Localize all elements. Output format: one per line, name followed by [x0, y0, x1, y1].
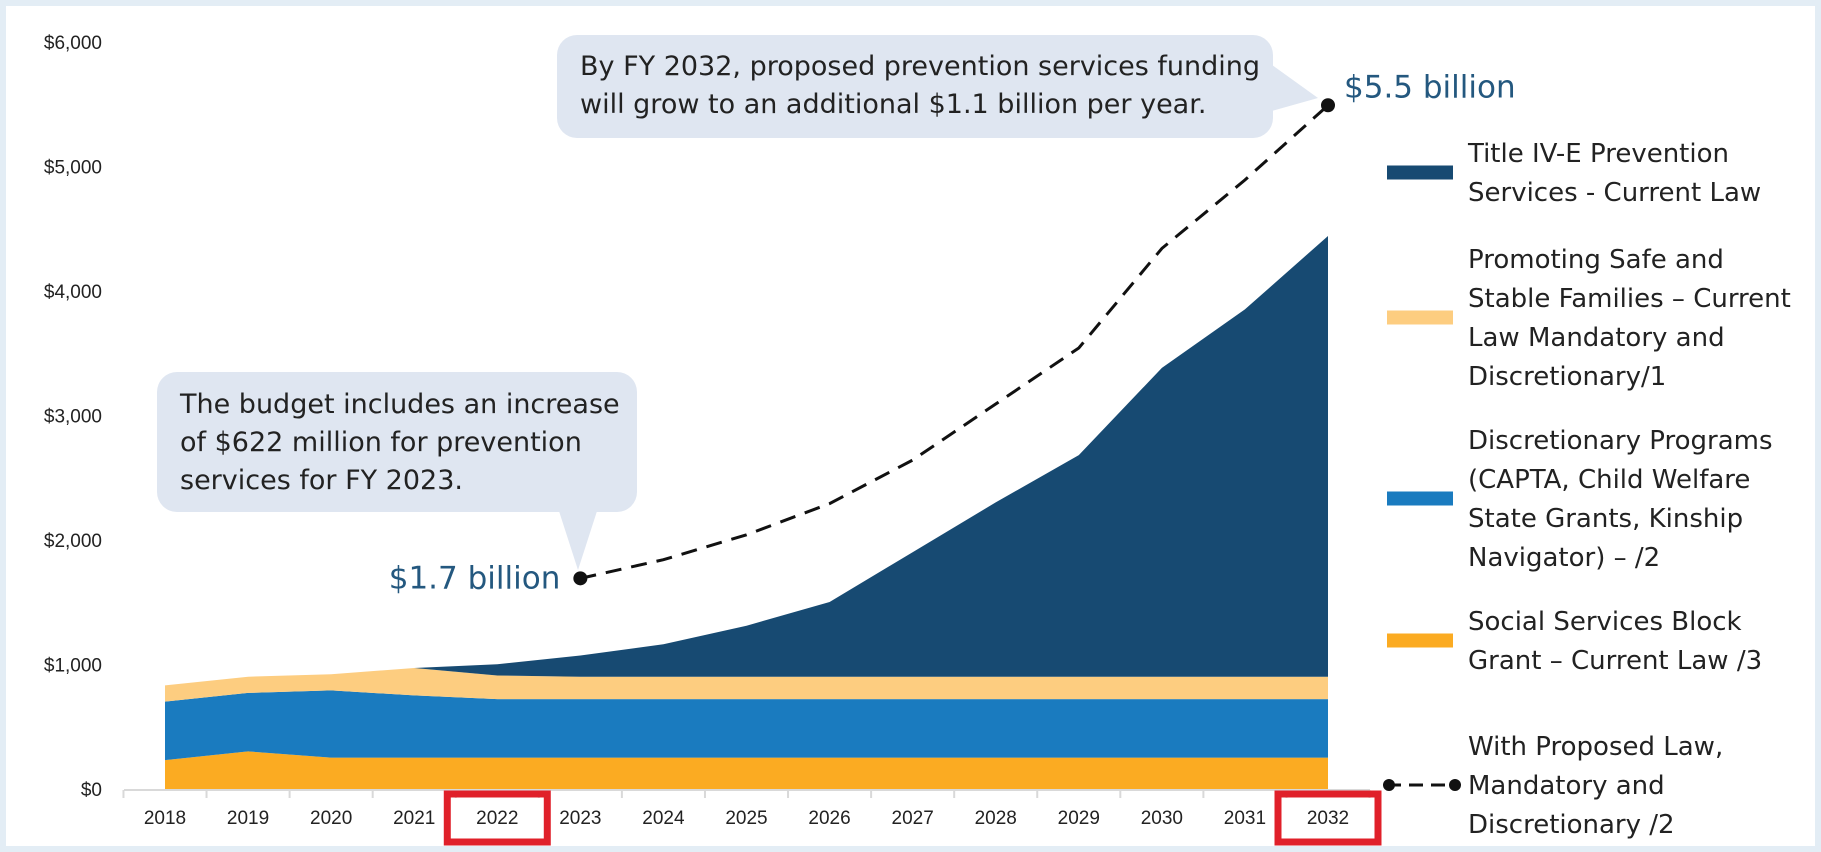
legend-text-line: Grant – Current Law /3 — [1468, 646, 1762, 676]
x-tick-label: 2019 — [227, 808, 269, 829]
callout-box — [557, 35, 1273, 138]
legend-text-line: Promoting Safe and — [1468, 245, 1724, 275]
legend-marker — [1383, 779, 1395, 791]
x-tick-label: 2029 — [1058, 808, 1100, 829]
callout-text-line: services for FY 2023. — [180, 465, 463, 496]
area-layers — [165, 236, 1328, 790]
annotations: The budget includes an increase of $622 m… — [157, 35, 1318, 570]
legend-text-line: Discretionary /2 — [1468, 810, 1675, 840]
x-tick-label: 2027 — [892, 808, 934, 829]
legend-swatch — [1387, 165, 1453, 180]
legend-swatch — [1387, 310, 1453, 325]
legend: Title IV-E Prevention Services - Current … — [1383, 139, 1791, 840]
legend-text-line: State Grants, Kinship — [1468, 504, 1743, 534]
legend-marker — [1449, 779, 1461, 791]
legend-item-2: Promoting Safe and Stable Families – Curr… — [1387, 245, 1791, 392]
legend-item-1: Title IV-E Prevention Services - Current … — [1387, 139, 1761, 208]
x-tick-label: 2018 — [144, 808, 186, 829]
area-discretionary-programs-capta-child-welfa — [165, 690, 1328, 761]
x-tick-label: 2020 — [310, 808, 352, 829]
callout-pointer — [558, 508, 598, 570]
annotation-callout-fy2032: By FY 2032, proposed prevention services… — [557, 35, 1318, 138]
legend-text-line: (CAPTA, Child Welfare — [1468, 465, 1750, 495]
highlight-box-2022 — [443, 790, 551, 846]
legend-swatch — [1387, 633, 1453, 648]
legend-text-line: Discretionary/1 — [1468, 362, 1666, 392]
y-tick-label: $6,000 — [44, 33, 102, 54]
area-promoting-safe-and-stable-families-curre — [165, 668, 1328, 702]
x-tick-label: 2028 — [975, 808, 1017, 829]
legend-text-line: With Proposed Law, — [1468, 732, 1723, 762]
callout-text-line: of $622 million for prevention — [180, 427, 582, 458]
y-tick-label: $1,000 — [44, 656, 102, 677]
x-axis: 2018 2019 2020 2021 2022 2023 2024 2025 2026 2027… — [122, 789, 1371, 829]
x-tick-label: 2032 — [1307, 808, 1349, 829]
y-tick-label: $4,000 — [44, 282, 102, 303]
proposed-law-line: $1.7 billion $5.5 billion — [389, 69, 1516, 596]
proposed-line-end-point — [1321, 98, 1335, 113]
proposed-line-start-point — [573, 571, 588, 586]
y-axis: $0 $1,000 $2,000 $3,000 $4,000 $5,000 $6,000 — [44, 33, 102, 801]
value-label-end: $5.5 billion — [1344, 69, 1516, 105]
highlight-box-2032 — [1274, 790, 1382, 846]
callout-box — [157, 372, 637, 512]
y-tick-label: $0 — [81, 780, 102, 801]
x-tick-label: 2030 — [1141, 808, 1183, 829]
legend-text-line: Law Mandatory and — [1468, 323, 1725, 353]
callout-text-line: The budget includes an increase — [179, 389, 620, 420]
x-tick-label: 2031 — [1224, 808, 1266, 829]
x-tick-label: 2025 — [725, 808, 767, 829]
annotation-callout-budget: The budget includes an increase of $622 m… — [157, 372, 637, 570]
legend-text-line: Stable Families – Current — [1468, 284, 1791, 314]
y-tick-label: $5,000 — [44, 158, 102, 179]
callout-text-line: By FY 2032, proposed prevention services… — [580, 51, 1260, 82]
x-tick-label: 2022 — [476, 808, 518, 829]
value-label-start: $1.7 billion — [389, 560, 561, 596]
callout-text-line: will grow to an additional $1.1 billion … — [580, 89, 1206, 120]
x-tick-label: 2024 — [642, 808, 685, 829]
legend-text-line: Social Services Block — [1468, 607, 1742, 637]
area-title-iv-e-prevention-services-current-l — [165, 236, 1328, 686]
callout-pointer — [1268, 62, 1318, 112]
year-highlights — [443, 790, 1382, 846]
x-tick-label: 2023 — [559, 808, 601, 829]
legend-item-3: Discretionary Programs (CAPTA, Child Welf… — [1387, 426, 1773, 573]
area-social-services-block-grant-current-law- — [165, 751, 1328, 790]
x-tick-label: 2021 — [393, 808, 435, 829]
x-tick-label: 2026 — [808, 808, 850, 829]
legend-text-line: Services - Current Law — [1468, 178, 1761, 208]
proposed-law-dashed-line — [580, 104, 1330, 580]
y-tick-label: $3,000 — [44, 407, 102, 428]
legend-text-line: Title IV-E Prevention — [1467, 139, 1729, 169]
legend-text-line: Navigator) – /2 — [1468, 543, 1660, 573]
y-tick-label: $2,000 — [44, 531, 102, 552]
legend-item-4: Social Services Block Grant – Current Law… — [1387, 607, 1762, 676]
legend-text-line: Discretionary Programs — [1468, 426, 1773, 456]
legend-item-5: With Proposed Law, Mandatory and Discretio… — [1383, 732, 1723, 840]
legend-text-line: Mandatory and — [1468, 771, 1665, 801]
legend-swatch — [1387, 491, 1453, 506]
